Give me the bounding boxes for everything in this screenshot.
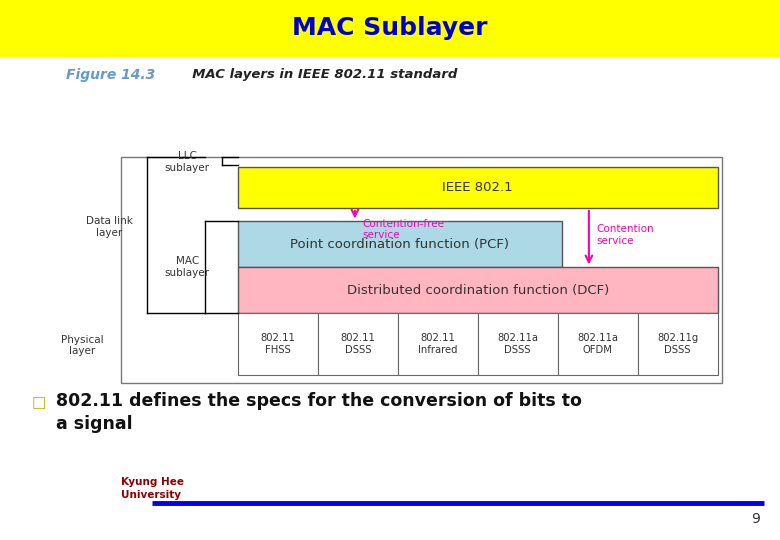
Bar — [398, 313, 477, 375]
Text: MAC
sublayer: MAC sublayer — [165, 256, 210, 278]
Text: 802.11 defines the specs for the conversion of bits to: 802.11 defines the specs for the convers… — [56, 392, 582, 410]
Bar — [238, 221, 562, 267]
Bar — [238, 313, 318, 375]
Text: Figure 14.3: Figure 14.3 — [66, 68, 155, 82]
Text: MAC Sublayer: MAC Sublayer — [292, 16, 488, 40]
Text: Data link
layer: Data link layer — [86, 216, 133, 238]
Text: □: □ — [31, 395, 45, 410]
Text: 802.11
FHSS: 802.11 FHSS — [261, 333, 296, 355]
Bar — [477, 313, 558, 375]
Text: Kyung Hee: Kyung Hee — [121, 477, 184, 487]
Text: IEEE 802.1: IEEE 802.1 — [442, 181, 513, 194]
Bar — [558, 313, 638, 375]
Text: Distributed coordination function (DCF): Distributed coordination function (DCF) — [346, 284, 609, 297]
Text: Contention-free
service: Contention-free service — [363, 219, 445, 240]
Text: 802.11g
DSSS: 802.11g DSSS — [657, 333, 698, 355]
Text: 802.11a
OFDM: 802.11a OFDM — [577, 333, 619, 355]
Text: 9: 9 — [752, 512, 760, 526]
Bar — [318, 313, 398, 375]
Text: University: University — [121, 490, 181, 500]
Text: MAC layers in IEEE 802.11 standard: MAC layers in IEEE 802.11 standard — [183, 68, 458, 81]
Text: Physical
layer: Physical layer — [61, 335, 103, 356]
Bar — [637, 313, 718, 375]
Bar — [121, 157, 722, 383]
Text: 802.11
DSSS: 802.11 DSSS — [340, 333, 375, 355]
Text: 802.11a
DSSS: 802.11a DSSS — [497, 333, 538, 355]
Text: 802.11
Infrared: 802.11 Infrared — [418, 333, 458, 355]
Text: a signal: a signal — [56, 415, 133, 433]
Text: Contention
service: Contention service — [597, 224, 654, 246]
Text: Point coordination function (PCF): Point coordination function (PCF) — [290, 238, 509, 251]
Bar — [238, 267, 718, 313]
Bar — [238, 167, 718, 208]
Bar — [0, 0, 780, 57]
Text: LLC
sublayer: LLC sublayer — [165, 151, 210, 173]
